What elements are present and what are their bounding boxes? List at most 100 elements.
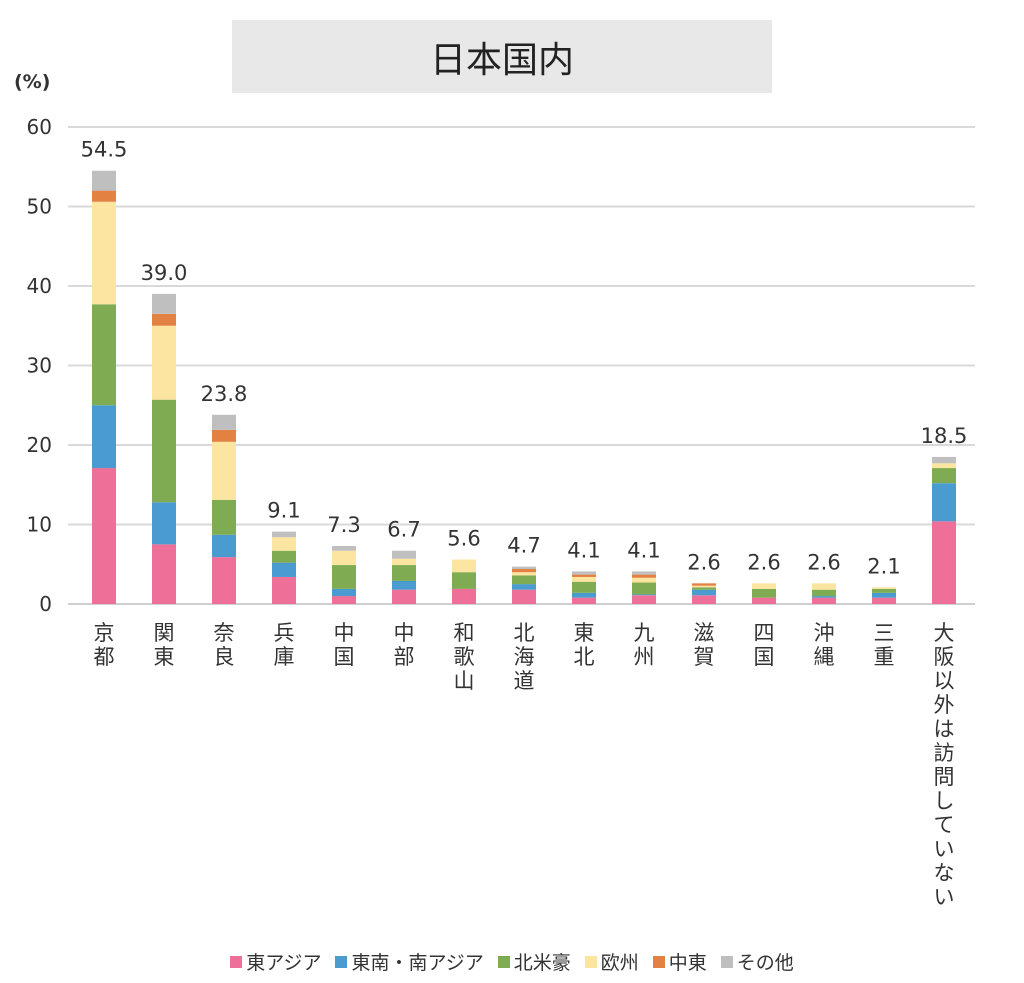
bar-segment (152, 293, 176, 314)
bar-segment (152, 399, 176, 503)
bar-segment (392, 550, 416, 559)
bar-segment (272, 576, 296, 604)
x-tick-label: 沖縄 (814, 621, 835, 669)
bar-segment (332, 565, 356, 589)
x-tick-label: 京都 (94, 621, 115, 669)
bar-segment (212, 429, 236, 442)
x-tick-label: 九州 (634, 621, 655, 669)
data-label: 54.5 (81, 138, 128, 162)
bar-segment (932, 463, 956, 469)
legend-label: その他 (736, 952, 794, 974)
bar-segment (392, 589, 416, 604)
bar-segment (872, 597, 896, 604)
data-label: 4.1 (567, 538, 600, 562)
legend-item: 東アジア (230, 948, 321, 975)
legend-swatch (720, 955, 733, 968)
data-label: 2.6 (747, 550, 780, 574)
bar-segment (92, 201, 116, 305)
bar-segment (692, 589, 716, 596)
x-tick-label: 兵庫 (274, 621, 295, 669)
bar-segment (872, 588, 896, 593)
data-label: 2.1 (867, 554, 900, 578)
bar-segment (752, 588, 776, 598)
legend-item: 東南・南アジア (335, 948, 484, 975)
legend-swatch (230, 955, 243, 968)
x-tick-label: 中部 (394, 621, 415, 669)
bar-segment (692, 595, 716, 604)
bar-segment (272, 537, 296, 551)
bar-segment (332, 550, 356, 566)
data-label: 23.8 (201, 382, 248, 406)
bar-segment (632, 595, 656, 604)
bar-segment (92, 468, 116, 604)
bar-segment (512, 575, 536, 585)
bar-segment (632, 571, 656, 575)
bar-segment (572, 592, 596, 598)
x-tick-label: 和歌山 (454, 621, 475, 693)
bar-segment (272, 550, 296, 563)
bar-segment (572, 597, 596, 604)
data-label: 39.0 (141, 261, 188, 285)
bar-segment (392, 558, 416, 566)
bar-segment (92, 405, 116, 469)
data-label: 5.6 (447, 526, 480, 550)
chart-title: 日本国内 (232, 20, 772, 93)
bar-segment (932, 483, 956, 522)
bar-segment (152, 313, 176, 326)
bar-segment (152, 544, 176, 604)
data-label: 2.6 (687, 550, 720, 574)
data-label: 7.3 (327, 513, 360, 537)
bar-segment (92, 170, 116, 191)
legend-swatch (497, 955, 510, 968)
bar-segment (872, 592, 896, 598)
bar-segment (812, 589, 836, 597)
bar-segment (812, 583, 836, 590)
bar-segment (572, 574, 596, 577)
legend-label: 東南・南アジア (351, 952, 484, 974)
y-tick-label: 10 (27, 513, 52, 537)
bar-segment (152, 502, 176, 545)
bar-segment (392, 565, 416, 581)
x-tick-label: 北海道 (514, 621, 535, 693)
bar-segment (932, 521, 956, 604)
x-tick-label: 関東 (154, 621, 175, 669)
data-label: 4.1 (627, 538, 660, 562)
bar-segment (512, 569, 536, 573)
bar-segment (452, 572, 476, 589)
bar-segment (512, 572, 536, 576)
legend-label: 北米豪 (513, 952, 571, 974)
legend-swatch (652, 955, 665, 968)
bar-segment (272, 531, 296, 538)
x-tick-label: 四国 (754, 621, 775, 669)
bar-segment (212, 534, 236, 558)
bar-segment (572, 581, 596, 593)
y-tick-label: 60 (27, 115, 52, 139)
legend-label: 東アジア (246, 952, 322, 974)
bar-segment (272, 562, 296, 577)
bar-segment (692, 583, 716, 586)
bar-segment (572, 571, 596, 575)
bar-segment (212, 557, 236, 604)
data-label: 2.6 (807, 550, 840, 574)
legend-item: その他 (720, 948, 794, 975)
x-tick-label: 三重 (874, 621, 895, 669)
bar-segment (332, 545, 356, 551)
y-tick-label: 40 (27, 274, 52, 298)
legend-item: 中東 (652, 948, 707, 975)
x-tick-label: 奈良 (214, 621, 235, 669)
bar-segment (632, 594, 656, 596)
bar-segment (512, 566, 536, 570)
stacked-bar-chart: (%) 0 10 20 30 40 50 60 54.5 京都 39.0 関東 23.8 奈良 9.1 兵庫 7… (14, 71, 975, 909)
data-label: 6.7 (387, 518, 420, 542)
legend-label: 中東 (668, 952, 707, 974)
x-tick-label: 大阪以外は訪問していない (934, 621, 955, 909)
bar-segment (932, 468, 956, 484)
bar-segment (932, 456, 956, 464)
bar-segment (512, 584, 536, 590)
bar-segment (92, 190, 116, 202)
bar-segment (632, 574, 656, 578)
data-label: 18.5 (921, 424, 968, 448)
legend-label: 欧州 (600, 952, 639, 974)
y-tick-label: 30 (27, 354, 52, 378)
legend-item: 欧州 (584, 948, 639, 975)
